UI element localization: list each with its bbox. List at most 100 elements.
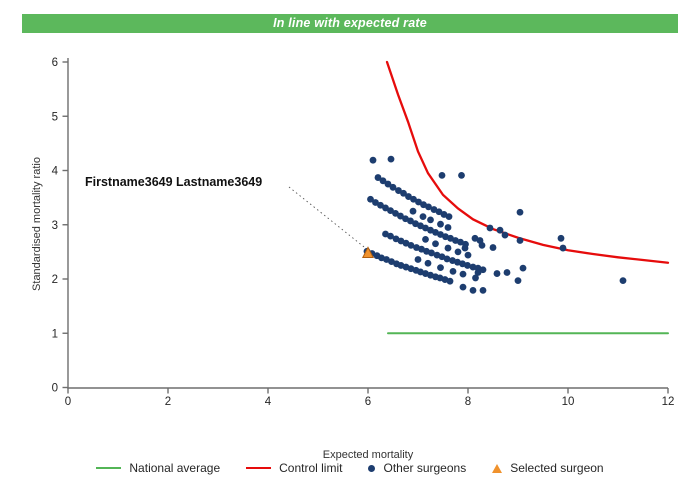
other-surgeon-dot[interactable] [479, 266, 487, 274]
other-surgeon-dot[interactable] [459, 283, 467, 291]
other-surgeon-dot[interactable] [496, 226, 504, 234]
other-surgeon-dot[interactable] [419, 213, 427, 221]
other-surgeon-dot[interactable] [424, 259, 432, 267]
y-tick-label: 6 [52, 57, 58, 69]
other-surgeon-dot[interactable] [444, 224, 452, 231]
y-tick-label: 0 [52, 383, 58, 395]
other-surgeon-dot[interactable] [516, 237, 524, 244]
legend-label: Selected surgeon [510, 461, 604, 475]
other-surgeon-dot[interactable] [438, 171, 446, 179]
other-surgeon-dot[interactable] [387, 155, 395, 163]
other-surgeon-dot[interactable] [392, 209, 399, 217]
national-average-swatch-line-icon [96, 467, 122, 469]
x-tick-label: 10 [562, 396, 575, 408]
legend-item-other-surgeons: Other surgeons [368, 461, 466, 475]
y-tick-label: 3 [52, 220, 58, 232]
other-surgeon-dot[interactable] [493, 270, 501, 277]
other-surgeon-dot[interactable] [519, 264, 527, 272]
other-surgeon-dot[interactable] [389, 183, 397, 191]
legend-item-control-limit: Control limit [246, 461, 342, 475]
other-surgeon-dot[interactable] [501, 231, 509, 239]
other-surgeon-dot[interactable] [461, 244, 469, 252]
x-tick-label: 2 [165, 396, 171, 408]
x-tick-label: 6 [365, 396, 371, 408]
other-surgeon-dot[interactable] [410, 195, 417, 203]
other-surgeon-dot[interactable] [409, 207, 417, 215]
other-surgeon-dot[interactable] [428, 249, 435, 257]
other-surgeon-dot[interactable] [397, 212, 404, 220]
other-surgeon-dot[interactable] [369, 156, 377, 164]
other-surgeon-dot[interactable] [387, 232, 394, 240]
y-tick-label: 1 [52, 328, 58, 340]
other-surgeon-dot[interactable] [437, 264, 444, 272]
other-surgeon-dot[interactable] [425, 203, 432, 211]
other-surgeon-dot[interactable] [458, 171, 465, 179]
other-surgeon-dot[interactable] [415, 198, 422, 206]
other-surgeon-dot[interactable] [557, 234, 565, 242]
other-surgeon-dot[interactable] [454, 248, 462, 256]
other-surgeon-dot[interactable] [367, 195, 374, 203]
other-surgeon-dot[interactable] [435, 208, 443, 216]
other-surgeon-dot[interactable] [382, 204, 389, 212]
status-banner: In line with expected rate [22, 14, 678, 33]
other-surgeon-dot[interactable] [405, 193, 412, 200]
other-surgeon-dot[interactable] [459, 270, 467, 278]
other-surgeons-swatch-dot-icon [368, 464, 376, 472]
other-surgeon-dot[interactable] [422, 235, 429, 243]
legend-label: Other surgeons [383, 461, 467, 475]
other-surgeon-dot[interactable] [446, 277, 454, 285]
annotation-connector-line [288, 186, 367, 249]
other-surgeon-dot[interactable] [479, 286, 487, 294]
other-surgeon-dot[interactable] [478, 241, 486, 249]
legend: National average Control limit Other surge… [0, 461, 700, 475]
legend-item-selected-surgeon: Selected surgeon [492, 461, 604, 475]
other-surgeon-dot[interactable] [472, 274, 479, 282]
other-surgeon-dot[interactable] [407, 217, 414, 225]
other-surgeon-dot[interactable] [427, 216, 434, 224]
other-surgeon-dot[interactable] [387, 207, 394, 215]
other-surgeon-dot[interactable] [437, 220, 444, 228]
other-surgeon-dot[interactable] [444, 244, 452, 252]
other-surgeon-dot[interactable] [619, 277, 627, 285]
other-surgeon-dot[interactable] [395, 187, 402, 194]
other-surgeon-dot[interactable] [449, 268, 457, 275]
selected-surgeon-marker[interactable] [361, 246, 375, 259]
other-surgeon-dot[interactable] [559, 244, 567, 252]
legend-item-national-average: National average [96, 461, 220, 475]
x-tick-label: 8 [465, 396, 471, 408]
other-surgeon-dot[interactable] [432, 240, 439, 248]
other-surgeon-dot[interactable] [516, 208, 524, 216]
other-surgeon-dot[interactable] [503, 269, 511, 276]
selected-surgeon-label: Firstname3649 Lastname3649 [85, 175, 263, 189]
other-surgeon-dot[interactable] [384, 180, 392, 188]
other-surgeon-dot[interactable] [464, 262, 471, 269]
x-tick-label: 12 [662, 396, 675, 408]
control-limit-swatch-line-icon [246, 467, 272, 469]
other-surgeon-dot[interactable] [372, 199, 379, 206]
other-surgeon-dot[interactable] [407, 241, 415, 249]
y-tick-label: 2 [52, 274, 58, 286]
other-surgeon-dot[interactable] [414, 256, 422, 263]
x-axis-title: Expected mortality [322, 449, 414, 461]
other-surgeon-dot[interactable] [445, 213, 453, 221]
other-surgeon-dot[interactable] [377, 201, 384, 209]
x-tick-label: 4 [265, 396, 272, 408]
y-tick-label: 4 [52, 166, 59, 178]
other-surgeon-dot[interactable] [489, 244, 497, 251]
other-surgeon-dot[interactable] [474, 269, 482, 276]
y-tick-label: 5 [52, 111, 58, 123]
other-surgeon-dot[interactable] [514, 277, 522, 285]
control-limit-curve [385, 60, 670, 264]
other-surgeon-dot[interactable] [379, 177, 387, 185]
legend-label: Control limit [279, 461, 343, 475]
other-surgeon-dot[interactable] [443, 255, 451, 263]
other-surgeon-dot[interactable] [464, 251, 472, 259]
other-surgeon-dot[interactable] [400, 189, 407, 197]
legend-label: National average [129, 461, 221, 475]
selected-surgeon-swatch-triangle-icon [492, 463, 503, 473]
other-surgeon-dot[interactable] [374, 174, 382, 181]
x-tick-label: 0 [65, 396, 71, 408]
other-surgeon-dot[interactable] [469, 286, 477, 294]
other-surgeon-dot[interactable] [486, 224, 494, 232]
